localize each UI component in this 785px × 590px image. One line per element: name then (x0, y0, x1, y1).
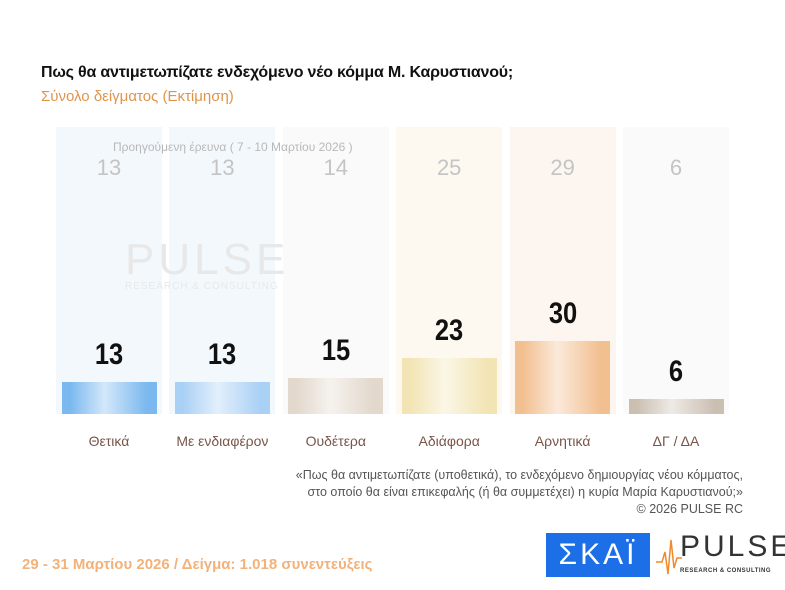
note-line-2: στο οποίο θα είναι επικεφαλής (ή θα συμμ… (307, 485, 743, 499)
background-panel (56, 127, 162, 414)
bar (628, 399, 724, 414)
value-label: 23 (435, 314, 464, 348)
background-panel (282, 127, 389, 414)
bar (61, 382, 157, 414)
value-label: 13 (94, 338, 124, 372)
skai-logo: ΣΚΑΪ (546, 533, 650, 577)
category-label: Αρνητικά (534, 433, 591, 449)
category-label: ΔΓ / ΔΑ (652, 433, 700, 449)
previous-value-label: 6 (669, 155, 683, 180)
category-label: Με ενδιαφέρον (176, 433, 269, 449)
copyright: © 2026 PULSE RC (636, 502, 743, 516)
category-label: Ουδέτερα (305, 433, 366, 449)
pulse-watermark: PULSE RESEARCH & CONSULTING (125, 235, 290, 292)
value-label: 6 (668, 355, 684, 389)
category-label: Θετικά (88, 433, 130, 449)
value-label: 13 (208, 338, 237, 372)
bar-chart: 13 13 Θετικά 13 13 Με ενδιαφέρον 14 15 Ουδέτερα 2… (56, 127, 729, 449)
previous-value-label: 29 (550, 155, 575, 180)
bar (174, 382, 270, 414)
background-panel (169, 127, 276, 414)
bar (401, 358, 497, 414)
category-label: Αδιάφορα (418, 433, 480, 449)
previous-value-label: 25 (436, 155, 462, 180)
chart-title: Πως θα αντιμετωπίζατε ενδεχόμενο νέο κόμ… (41, 64, 514, 81)
previous-value-label: 14 (323, 155, 349, 180)
footer-sample-info: 29 - 31 Μαρτίου 2026 / Δείγμα: 1.018 συν… (22, 556, 373, 573)
previous-value-label: 13 (210, 155, 235, 180)
chart-subtitle: Σύνολο δείγματος (Εκτίμηση) (41, 88, 234, 105)
background-panel (623, 127, 729, 414)
bar (515, 341, 611, 414)
bar (288, 377, 384, 414)
pulse-wave-icon (656, 539, 682, 575)
pulse-logo: PULSE RESEARCH & CONSULTING (656, 530, 785, 578)
previous-survey-label: Προηγούμενη έρευνα ( 7 - 10 Μαρτίου 2026… (113, 140, 353, 154)
value-label: 15 (321, 333, 350, 367)
note-line-1: «Πως θα αντιμετωπίζατε (υποθετικά), το ε… (295, 468, 743, 482)
question-note: «Πως θα αντιμετωπίζατε (υποθετικά), το ε… (296, 467, 743, 518)
previous-value-label: 13 (96, 155, 122, 180)
value-label: 30 (548, 297, 577, 331)
